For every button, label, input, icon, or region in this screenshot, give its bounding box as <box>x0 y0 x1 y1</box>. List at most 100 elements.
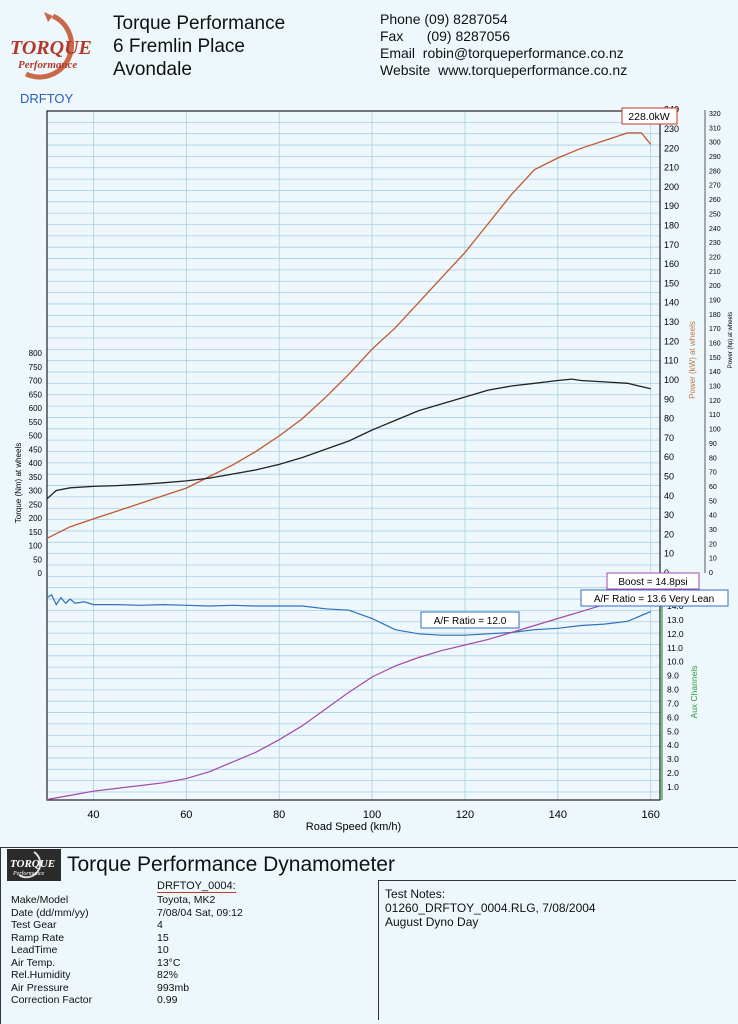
power-hp-axis-label: Power (hp) at wheels <box>728 312 734 368</box>
detail-label: Ramp Rate <box>11 931 65 944</box>
torque-tick-label: 800 <box>29 349 43 358</box>
footer-divider <box>0 847 738 848</box>
detail-label: Air Temp. <box>11 956 56 969</box>
detail-value: 4 <box>157 919 163 931</box>
logo-subtitle: DRFTOY <box>20 91 74 106</box>
power-hp-tick-label: 280 <box>709 168 721 175</box>
x-tick-label: 160 <box>642 809 660 821</box>
power-kw-tick-label: 20 <box>664 529 674 539</box>
power-kw-tick-label: 160 <box>664 259 679 269</box>
torque-tick-label: 750 <box>29 363 43 372</box>
x-tick-label: 120 <box>456 809 474 821</box>
aux-tick-label: 9.0 <box>667 671 679 681</box>
x-tick-label: 80 <box>273 809 285 821</box>
aux-tick-label: 2.0 <box>667 768 679 778</box>
power-hp-tick-label: 30 <box>709 527 717 534</box>
run-name: DRFTOY_0004: <box>157 880 236 893</box>
contact-email: Email robin@torqueperformance.co.nz <box>380 45 624 61</box>
detail-label: Rel.Humidity <box>11 969 71 981</box>
detail-row: Correction Factor 0.99 <box>11 994 243 1007</box>
notes-label: Test Notes: <box>385 887 446 901</box>
power-hp-tick-label: 320 <box>709 111 721 118</box>
company-suburb: Avondale <box>113 59 192 80</box>
power-hp-tick-label: 260 <box>709 197 721 204</box>
plot-frame <box>46 110 661 801</box>
aux-tick-label: 3.0 <box>667 754 679 764</box>
power-kw-tick-label: 110 <box>664 356 678 366</box>
power-kw-tick-label: 60 <box>664 452 674 462</box>
power-kw-tick-label: 210 <box>664 163 679 173</box>
detail-label: Date (dd/mm/yy) <box>11 906 89 919</box>
torque-tick-label: 650 <box>29 390 43 399</box>
power-hp-tick-label: 100 <box>709 427 721 434</box>
detail-label: LeadTime <box>11 944 58 956</box>
power-hp-tick-label: 210 <box>709 269 721 276</box>
detail-value: 82% <box>157 969 179 981</box>
power-hp-tick-label: 220 <box>709 254 721 261</box>
power-hp-tick-label: 0 <box>709 570 713 577</box>
detail-row: Air Temp. 13°C <box>11 957 243 970</box>
power-hp-tick-label: 150 <box>709 355 721 362</box>
torque-tick-label: 50 <box>33 555 42 564</box>
power-kw-tick-label: 220 <box>664 143 679 153</box>
power-hp-tick-label: 240 <box>709 226 721 233</box>
aux-tick-label: 6.0 <box>667 712 679 722</box>
power-hp-tick-label: 270 <box>709 183 721 190</box>
detail-row: Ramp Rate 15 <box>11 932 243 945</box>
power-kw-tick-label: 30 <box>664 510 674 520</box>
power-hp-tick-label: 250 <box>709 211 721 218</box>
x-tick-label: 140 <box>549 809 567 821</box>
power-kw-tick-label: 180 <box>664 221 679 231</box>
detail-row: Make/Model Toyota, MK2 <box>11 894 243 907</box>
torque-tick-label: 700 <box>29 377 43 386</box>
svg-text:Performance: Performance <box>18 59 77 71</box>
power-kw-tick-label: 170 <box>664 240 679 250</box>
detail-label: Make/Model <box>11 894 69 906</box>
detail-value: 13°C <box>157 956 181 969</box>
detail-label: Correction Factor <box>11 994 93 1006</box>
detail-value: 993mb <box>157 981 190 994</box>
power-hp-tick-label: 70 <box>709 470 717 477</box>
power-kw-tick-label: 80 <box>664 414 674 424</box>
aux-tick-label: 8.0 <box>667 685 679 695</box>
aux-tick-label: 13.0 <box>667 615 684 625</box>
power-kw-tick-label: 120 <box>664 336 679 346</box>
torque-performance-logo: TORQUE Performance <box>8 10 98 90</box>
power-hp-tick-label: 200 <box>709 283 721 290</box>
contact-details: Phone (09) 8287054 Fax (09) 8287056 Emai… <box>380 11 627 79</box>
svg-text:TORQUE: TORQUE <box>10 37 92 59</box>
contact-website: Website www.torqueperformance.co.nz <box>380 62 628 78</box>
company-street: 6 Fremlin Place <box>113 36 245 57</box>
series-line-a-f-ratio <box>46 594 651 636</box>
power-kw-tick-label: 140 <box>664 298 679 308</box>
torque-tick-label: 600 <box>29 404 43 413</box>
detail-value: 10 <box>157 944 169 956</box>
power-hp-tick-label: 140 <box>709 369 721 376</box>
power-hp-tick-label: 10 <box>709 556 717 563</box>
annotation-af-min: A/F Ratio = 12.0 <box>434 616 507 627</box>
power-hp-tick-label: 230 <box>709 240 721 247</box>
torque-tick-label: 200 <box>29 514 43 523</box>
detail-value: 15 <box>157 931 169 944</box>
power-hp-tick-label: 110 <box>709 412 720 419</box>
annotation-boost: Boost = 14.8psi <box>618 577 687 588</box>
company-name: Torque Performance <box>113 13 286 34</box>
aux-tick-label: 7.0 <box>667 698 679 708</box>
power-hp-tick-label: 80 <box>709 455 717 462</box>
power-hp-tick-label: 130 <box>709 384 721 391</box>
power-hp-tick-label: 290 <box>709 154 721 161</box>
detail-row: Rel.Humidity 82% <box>11 969 243 982</box>
detail-label: Test Gear <box>11 919 57 931</box>
series-line-boost <box>46 594 651 801</box>
power-kw-tick-label: 10 <box>664 549 674 559</box>
torque-tick-label: 350 <box>29 473 43 482</box>
power-kw-tick-label: 90 <box>664 394 674 404</box>
annotation-box <box>621 107 678 125</box>
x-axis-label: Road Speed (km/h) <box>306 821 401 833</box>
torque-tick-label: 0 <box>38 569 43 578</box>
contact-fax: Fax (09) 8287056 <box>380 28 510 44</box>
torque-tick-label: 150 <box>29 528 43 537</box>
x-tick-label: 40 <box>87 809 99 821</box>
power-kw-tick-label: 190 <box>664 201 679 211</box>
